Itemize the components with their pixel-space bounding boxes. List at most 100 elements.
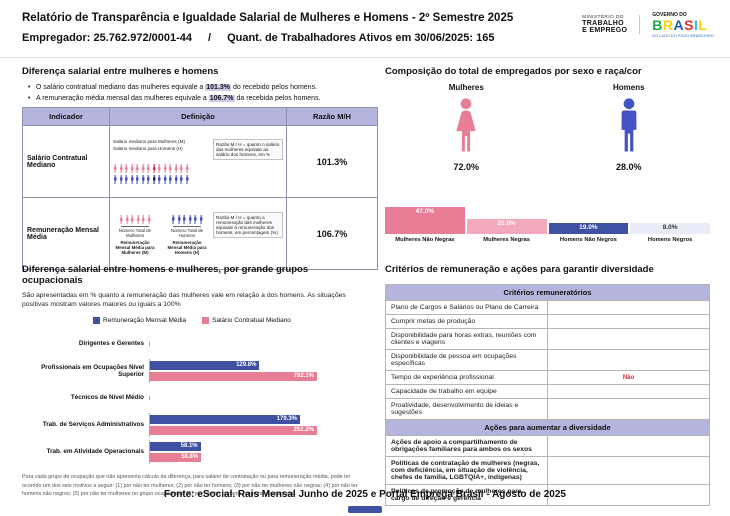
ministry-logo: MINISTÉRIO DO TRABALHO E EMPREGO <box>582 15 641 35</box>
subtitle-separator: / <box>208 32 212 44</box>
male-person-icon <box>124 174 128 184</box>
median-people-diagram <box>113 164 283 184</box>
bullet-value: 101.3% <box>205 84 232 91</box>
composition-bar-col: 47.0% <box>385 204 465 234</box>
table-row-mean-remuneration: Remuneração Mensal Média Número Total de… <box>22 197 378 270</box>
female-total: 72.0% <box>453 162 480 172</box>
occupational-bars <box>149 395 314 400</box>
col-header-indicador: Indicador <box>22 107 110 126</box>
male-person-icon <box>193 215 197 225</box>
male-person-icon <box>185 174 189 184</box>
criteria-row-status <box>547 384 710 399</box>
criteria-row-status <box>547 328 710 350</box>
occupational-category-label: Trab. em Atividade Operacionais <box>46 448 144 456</box>
occupational-category-label: Profissionais em Ocupações Nível Superio… <box>41 363 144 378</box>
occupational-chart: Dirigentes e Gerentes Profissionais em Oc… <box>22 330 317 465</box>
male-person-icon <box>177 215 181 225</box>
occupational-section: Diferença salarial entre homens e mulher… <box>22 264 362 498</box>
criteria-row-label: Plano de Cargos e Salários ou Plano de C… <box>385 300 548 315</box>
pink-swatch-icon <box>202 317 210 325</box>
criteria-row-status <box>547 484 710 506</box>
male-composition: Homens 28.0% <box>548 83 711 172</box>
female-label: Mulheres <box>448 83 484 92</box>
occupational-row: Trab. em Atividade Operacionais 58.1% 58.8… <box>22 438 314 465</box>
female-average-diagram: Número Total de Mulheres Remuneração Men… <box>113 214 157 255</box>
composition-bar-col: 8.0% <box>630 204 710 234</box>
male-person-icon <box>171 215 175 225</box>
table-row: Disponibilidade de pessoa em ocupações e… <box>385 349 710 371</box>
occupational-row: Dirigentes e Gerentes <box>22 330 314 357</box>
col-header-definicao: Definição <box>109 107 287 126</box>
female-person-icon <box>185 164 189 174</box>
definition-note: Razão M / H = quanto o salário das mulhe… <box>213 139 283 160</box>
table-row: Proatividade, desenvolvimento de ideias … <box>385 398 710 420</box>
composition-category-label: Homens Não Negros <box>559 237 617 243</box>
female-person-icon <box>130 215 134 225</box>
occupational-category-label: Dirigentes e Gerentes <box>78 340 144 348</box>
bullet-mean-remuneration: A remuneração média mensal das mulheres … <box>28 95 362 102</box>
female-person-icon <box>174 164 178 174</box>
female-person-icon <box>141 164 145 174</box>
header-logos: MINISTÉRIO DO TRABALHO E EMPREGO GOVERNO… <box>582 12 714 38</box>
occupational-category-label: Técnicos de Nível Médio <box>70 394 144 402</box>
employer-info: Empregador: 25.762.972/0001-44 <box>22 32 192 44</box>
composition-bar: 25.0% <box>466 219 547 234</box>
criteria-row-label: Políticas de promoção de mulheres para c… <box>385 484 548 506</box>
ministry-line3: E EMPREGO <box>582 27 628 35</box>
male-icons-row <box>165 215 209 225</box>
indicator-definition: Salário mediano para Mulheres (M) Salári… <box>109 125 287 198</box>
criteria-row-label: Tempo de experiência profissional <box>385 370 548 385</box>
female-person-icon <box>157 164 161 174</box>
section-title: Critérios de remuneração e ações para ga… <box>385 264 654 275</box>
female-person-icon <box>130 164 134 174</box>
bullet-value: 106.7% <box>208 95 235 102</box>
male-person-icon <box>135 174 139 184</box>
definition-label: Remuneração Mensal Média para Homens (H) <box>167 239 207 255</box>
report-header: Relatório de Transparência e Igualdade S… <box>22 12 567 44</box>
criteria-row-label: Capacidade de trabalho em equipe <box>385 384 548 399</box>
ratio-value: 106.7% <box>286 197 378 270</box>
section-title: Diferença salarial entre mulheres e home… <box>22 66 219 77</box>
criteria-row-label: Proatividade, desenvolvimento de ideias … <box>385 398 548 420</box>
occupational-bar: 58.1% <box>150 441 201 451</box>
criteria-row-status <box>547 349 710 371</box>
gov-brand-letter: L <box>698 17 708 33</box>
indicator-name: Remuneração Mensal Média <box>22 197 110 270</box>
male-person-icon <box>182 215 186 225</box>
table-row: Disponibilidade para horas extras, reuni… <box>385 328 710 350</box>
chart-footnote: Para cada grupo de ocupação que não apre… <box>22 474 358 498</box>
table-row: Plano de Cargos e Salários ou Plano de C… <box>385 300 710 315</box>
bottom-brand-mark <box>348 506 382 513</box>
salary-bullets: O salário contratual mediano das mulhere… <box>28 84 362 102</box>
definition-label: Número Total de Homens <box>170 227 204 238</box>
legend-item-salario: Salário Contratual Mediano <box>202 317 291 325</box>
occupational-bar: 792.1% <box>150 371 317 381</box>
table-row-median-salary: Salário Contratual Mediano Salário media… <box>22 125 378 198</box>
male-person-icon <box>179 174 183 184</box>
criteria-row-status <box>547 435 710 457</box>
male-person-icon <box>188 215 192 225</box>
definition-label: Salário mediano para Mulheres (M) <box>113 139 185 144</box>
composition-totals: Mulheres 72.0% Homens 28.0% <box>385 83 710 172</box>
male-person-icon <box>141 174 145 184</box>
definition-label: Remuneração Mensal Média para Mulheres (… <box>115 239 155 255</box>
occupational-bar: 251.2% <box>150 425 317 435</box>
table-row: Políticas de promoção de mulheres para c… <box>385 484 710 506</box>
criteria-table: Critérios remuneratórios Plano de Cargos… <box>385 284 710 506</box>
composition-chart: 47.0% 25.0% 19.0% 8.0% <box>385 204 710 234</box>
occupational-row: Profissionais em Ocupações Nível Superio… <box>22 357 317 384</box>
salary-difference-section: Diferença salarial entre mulheres e home… <box>22 66 378 270</box>
chart-legend: Remuneração Mensal Média Salário Contrat… <box>22 317 362 325</box>
occupational-bars <box>149 341 314 346</box>
gov-brand-letter: I <box>694 17 699 33</box>
navy-swatch-icon <box>93 317 101 325</box>
bullet-text: A remuneração média mensal das mulheres … <box>36 95 209 102</box>
female-person-icon <box>152 164 156 174</box>
header-divider <box>0 57 730 58</box>
gov-brand-letter: B <box>652 17 663 33</box>
occupational-bars: 129.8% 792.1% <box>149 358 317 383</box>
criteria-section1-header-row: Critérios remuneratórios <box>385 284 710 301</box>
table-row: Cumprir metas de produção <box>385 314 710 329</box>
composition-categories: Mulheres Não Negras Mulheres Negras Homens… <box>385 237 710 243</box>
legend-label: Remuneração Mensal Média <box>103 317 187 325</box>
